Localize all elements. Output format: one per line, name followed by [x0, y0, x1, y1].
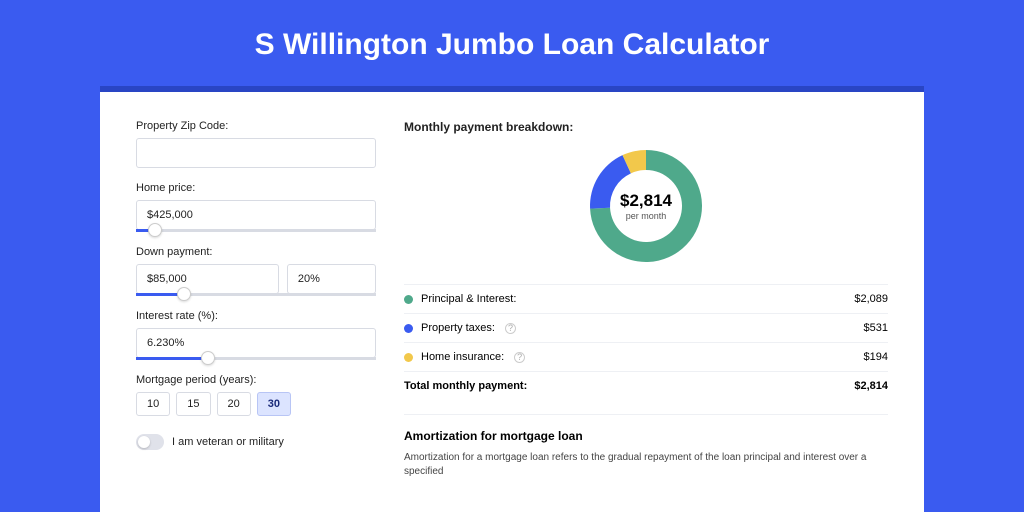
panel-shadow: Property Zip Code: Home price: Down paym…: [100, 86, 924, 512]
total-row: Total monthly payment: $2,814: [404, 371, 888, 400]
legend-dot: [404, 295, 413, 304]
zip-label: Property Zip Code:: [136, 120, 376, 132]
breakdown-value: $531: [864, 322, 888, 334]
down-payment-label: Down payment:: [136, 246, 376, 258]
donut-chart: $2,814 per month: [586, 146, 706, 266]
breakdown-label: Property taxes:: [421, 322, 495, 334]
period-field: Mortgage period (years): 1015 2030: [136, 374, 376, 416]
amortization-section: Amortization for mortgage loan Amortizat…: [404, 414, 888, 479]
amortization-title: Amortization for mortgage loan: [404, 429, 888, 443]
home-price-input[interactable]: [136, 200, 376, 230]
breakdown-column: Monthly payment breakdown: $2,814 per mo…: [404, 120, 888, 512]
interest-label: Interest rate (%):: [136, 310, 376, 322]
total-value: $2,814: [854, 380, 888, 392]
interest-slider-thumb[interactable]: [201, 351, 215, 365]
page-title: S Willington Jumbo Loan Calculator: [0, 0, 1024, 86]
interest-input[interactable]: [136, 328, 376, 358]
breakdown-value: $2,089: [854, 293, 888, 305]
donut-value: $2,814: [620, 191, 672, 211]
veteran-row: I am veteran or military: [136, 434, 376, 450]
calculator-panel: Property Zip Code: Home price: Down paym…: [100, 92, 924, 512]
info-icon[interactable]: ?: [514, 352, 525, 363]
interest-field: Interest rate (%):: [136, 310, 376, 360]
breakdown-value: $194: [864, 351, 888, 363]
period-btn-20[interactable]: 20: [217, 392, 251, 416]
breakdown-title: Monthly payment breakdown:: [404, 120, 888, 134]
down-payment-field: Down payment:: [136, 246, 376, 296]
down-payment-slider[interactable]: [136, 293, 376, 296]
down-payment-input[interactable]: [136, 264, 279, 294]
breakdown-row: Property taxes:? $531: [404, 313, 888, 342]
info-icon[interactable]: ?: [505, 323, 516, 334]
form-column: Property Zip Code: Home price: Down paym…: [136, 120, 376, 512]
home-price-slider-thumb[interactable]: [148, 223, 162, 237]
home-price-slider[interactable]: [136, 229, 376, 232]
veteran-toggle[interactable]: [136, 434, 164, 450]
breakdown-row: Home insurance:? $194: [404, 342, 888, 371]
zip-input[interactable]: [136, 138, 376, 168]
donut-sub: per month: [626, 211, 667, 221]
breakdown-label: Home insurance:: [421, 351, 504, 363]
legend-dot: [404, 324, 413, 333]
breakdown-row: Principal & Interest: $2,089: [404, 284, 888, 313]
period-btn-30[interactable]: 30: [257, 392, 291, 416]
total-label: Total monthly payment:: [404, 380, 527, 392]
interest-slider[interactable]: [136, 357, 376, 360]
veteran-label: I am veteran or military: [172, 436, 284, 448]
home-price-field: Home price:: [136, 182, 376, 232]
legend-dot: [404, 353, 413, 362]
period-btn-10[interactable]: 10: [136, 392, 170, 416]
breakdown-label: Principal & Interest:: [421, 293, 516, 305]
amortization-text: Amortization for a mortgage loan refers …: [404, 451, 888, 479]
donut-wrap: $2,814 per month: [404, 146, 888, 266]
down-payment-slider-thumb[interactable]: [177, 287, 191, 301]
home-price-label: Home price:: [136, 182, 376, 194]
zip-field: Property Zip Code:: [136, 120, 376, 168]
down-payment-pct-input[interactable]: [287, 264, 376, 294]
period-label: Mortgage period (years):: [136, 374, 376, 386]
period-btn-15[interactable]: 15: [176, 392, 210, 416]
donut-center: $2,814 per month: [586, 146, 706, 266]
